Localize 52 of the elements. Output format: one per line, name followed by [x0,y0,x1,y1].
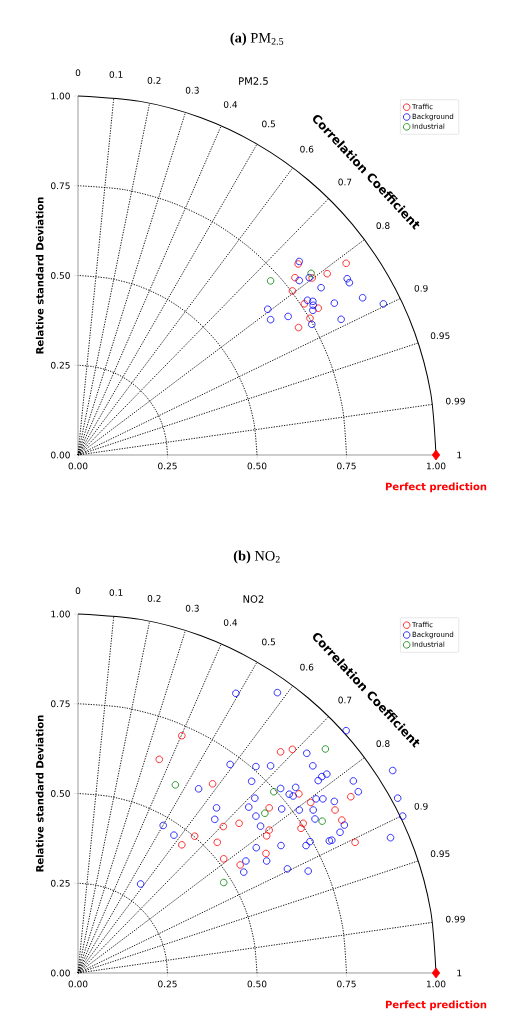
annotation: 0.1 [109,589,123,596]
y-tick-label: 1.00 [51,92,70,100]
y-tick-label: 0.50 [51,272,70,279]
chart-title: (b) NO$_{2}$ [233,550,280,564]
x-tick-label: 0.00 [68,980,88,988]
x-tick-label: 0.25 [158,980,177,988]
x-tick-label: 0.50 [247,980,267,988]
x-tick-label: 0.00 [68,462,88,470]
y-axis-title: Relative standard Deviation [35,715,44,872]
y-tick-label: 0.00 [51,969,70,977]
x-tick-label: 0.75 [337,980,356,988]
chart-subtitle: NO2 [243,595,264,603]
annotation: 0.2 [147,594,161,602]
y-tick-label: 0.75 [51,700,70,708]
annotation: 1 [457,969,462,977]
annotation: 0.95 [430,850,450,858]
chart-subtitle: PM2.5 [239,77,268,85]
x-tick-label: 0.50 [247,462,267,470]
annotation: 0 [75,69,81,77]
y-axis-title: Relative standard Deviation [35,197,44,354]
annotation: 0.5 [262,120,276,128]
annotation: 0.4 [223,619,238,626]
chart-title: (a) PM$_{2.5}$ [230,32,284,46]
y-tick-label: 0.25 [51,879,70,887]
annotation: 1 [457,451,462,459]
annotation: 0.3 [185,86,199,94]
annotation: 0.6 [300,145,314,153]
x-tick-label: 0.75 [337,462,356,470]
x-tick-label: 0.25 [158,462,177,470]
y-tick-label: 0.00 [51,451,70,459]
annotation: 0 [75,587,81,595]
annotation: 0.7 [338,696,352,704]
x-tick-label: 1.00 [426,462,446,470]
annotation: 0.9 [414,802,428,810]
annotation: 0.7 [338,178,352,186]
annotation: 0.1 [109,71,123,78]
annotation: 0.5 [262,638,276,646]
text: Perfect prediction [385,482,487,493]
text: Perfect prediction [385,1000,487,1011]
y-tick-label: 1.00 [51,610,70,618]
annotation: 0.2 [147,76,161,84]
annotation: 0.99 [446,397,465,405]
annotation: 0.9 [414,284,428,292]
annotation: 0.6 [300,663,314,671]
annotation: 0.3 [185,604,199,612]
y-tick-label: 0.75 [51,182,70,190]
y-tick-label: 0.50 [51,790,70,797]
annotation: 0.4 [223,101,238,108]
x-tick-label: 1.00 [426,980,446,988]
annotation: 0.99 [446,915,465,923]
y-tick-label: 0.25 [51,361,70,369]
annotation: 0.95 [430,332,450,340]
